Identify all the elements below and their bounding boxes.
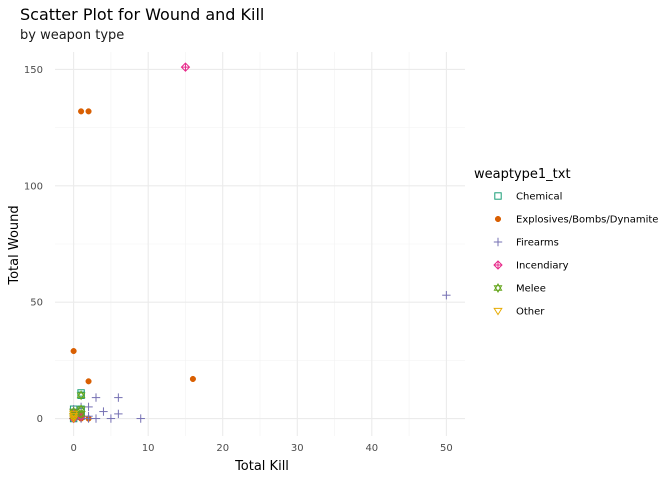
legend-items: Chemical Explosives/Bombs/Dynamite Firearm… (493, 192, 658, 318)
point-firearms (114, 393, 123, 402)
grid (55, 52, 465, 436)
y-axis-title: Total Wound (7, 205, 22, 285)
legend-title: weaptype1_txt (474, 167, 571, 182)
point-explosives-bombs-dynamite (70, 348, 77, 355)
x-axis-title: Total Kill (234, 459, 289, 474)
legend-item-incendiary: Incendiary (493, 260, 569, 272)
point-other (68, 410, 79, 419)
point-incendiary (180, 62, 191, 72)
x-tick-label: 20 (216, 443, 229, 454)
legend-item-explosives-bombs-dynamite: Explosives/Bombs/Dynamite (494, 215, 658, 226)
point-other (68, 415, 79, 424)
point-firearms (114, 409, 123, 419)
legend-label: Melee (516, 284, 546, 295)
point-firearms (106, 414, 116, 423)
legend-key-chemical (494, 192, 502, 200)
chart-title: Scatter Plot for Wound and Kill (20, 5, 264, 24)
x-tick-label: 50 (440, 443, 453, 454)
point-explosives-bombs-dynamite (78, 108, 85, 115)
legend-label: Chemical (516, 192, 562, 203)
legend-item-firearms: Firearms (493, 237, 559, 249)
legend-key-firearms (493, 237, 503, 247)
point-firearms (91, 393, 101, 402)
legend-label: Incendiary (516, 261, 569, 272)
point-firearms (99, 407, 108, 416)
point-melee (76, 408, 86, 419)
legend-key-other (493, 307, 503, 316)
point-firearms (136, 414, 145, 423)
legend: weaptype1_txt Chemical Explosives/Bombs/D… (474, 167, 658, 318)
y-tick-label: 100 (24, 181, 43, 192)
chart-subtitle: by weapon type (20, 28, 124, 43)
point-firearms (442, 291, 451, 300)
x-tick-label: 0 (70, 443, 76, 454)
legend-item-other: Other (493, 307, 545, 318)
y-tick-label: 0 (37, 414, 43, 425)
point-melee (76, 390, 86, 401)
point-other (68, 413, 79, 421)
x-tick-label: 40 (365, 443, 378, 454)
legend-key-melee (493, 282, 503, 294)
x-tick-label: 30 (291, 443, 304, 454)
legend-item-chemical: Chemical (494, 192, 562, 203)
y-tick-label: 50 (30, 298, 43, 309)
legend-key-explosives-bombs-dynamite (494, 215, 502, 223)
data-points (68, 62, 451, 424)
y-tick-label: 150 (24, 65, 43, 76)
point-explosives-bombs-dynamite (189, 375, 196, 383)
legend-label: Other (516, 307, 545, 318)
point-firearms (84, 414, 93, 423)
point-explosives-bombs-dynamite (85, 108, 92, 115)
legend-label: Explosives/Bombs/Dynamite (516, 215, 658, 226)
legend-item-melee: Melee (493, 282, 546, 295)
tick-labels: 0 10 20 30 40 50 0 50 100 150 (24, 65, 453, 454)
point-firearms (91, 414, 101, 423)
x-tick-label: 10 (142, 443, 155, 454)
legend-key-incendiary (493, 260, 503, 270)
point-firearms (84, 402, 93, 412)
point-explosives-bombs-dynamite (85, 378, 92, 385)
legend-label: Firearms (516, 238, 559, 249)
